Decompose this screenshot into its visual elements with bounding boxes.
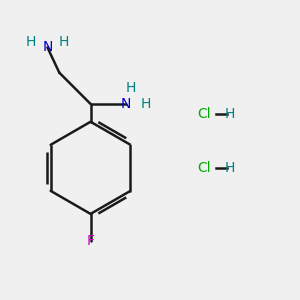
- Text: N: N: [42, 40, 52, 55]
- Text: Cl: Cl: [198, 107, 211, 121]
- Text: H: H: [224, 107, 235, 121]
- Text: N: N: [121, 97, 131, 111]
- Text: H: H: [140, 97, 151, 111]
- Text: H: H: [224, 161, 235, 175]
- Text: H: H: [26, 35, 36, 49]
- Text: F: F: [87, 234, 94, 248]
- Text: H: H: [58, 35, 69, 49]
- Text: H: H: [125, 81, 136, 94]
- Text: Cl: Cl: [198, 161, 211, 175]
